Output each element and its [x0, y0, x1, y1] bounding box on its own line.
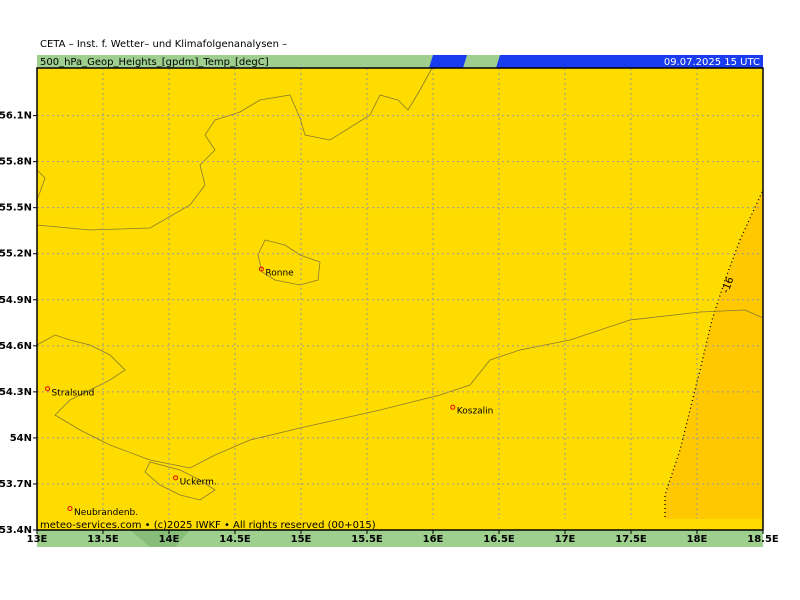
city-marker: [45, 386, 51, 392]
y-tick-label: 55.5N: [0, 203, 32, 214]
city-label: Ronne: [265, 269, 294, 279]
x-tick-label: 15E: [291, 534, 312, 545]
y-tick-label: 53.7N: [0, 479, 32, 490]
date-label: 09.07.2025 15 UTC: [664, 57, 760, 68]
y-tick-label: 54N: [10, 433, 32, 444]
y-tick-label: 54.3N: [0, 387, 32, 398]
y-tick-label: 54.9N: [0, 295, 32, 306]
city-marker: [450, 404, 456, 410]
coastline: [36, 67, 433, 231]
city-marker: [173, 475, 179, 481]
y-tick-label: 56.1N: [0, 111, 32, 122]
footer: meteo-services.com • (c)2025 IWKF • All …: [40, 520, 376, 531]
x-tick-label: 14.5E: [219, 534, 251, 545]
x-tick-label: 15.5E: [351, 534, 383, 545]
field-label: 500_hPa_Geop_Heights_[gpdm]_Temp_[degC]: [40, 57, 269, 68]
city-label: Neubrandenb.: [74, 508, 138, 518]
x-tick-label: 17.5E: [615, 534, 647, 545]
city-marker: [67, 506, 73, 512]
coastline: [36, 309, 764, 469]
city-label: Stralsund: [52, 388, 95, 398]
x-tick-label: 18.5E: [747, 534, 779, 545]
x-tick-label: 16.5E: [483, 534, 515, 545]
coastline: [257, 239, 321, 286]
header-title: CETA – Inst. f. Wetter– und Klimafolgena…: [40, 39, 287, 50]
color-bar-band: [496, 55, 763, 68]
y-tick-label: 53.4N: [0, 525, 32, 536]
y-tick-label: 54.6N: [0, 341, 32, 352]
x-tick-label: 14E: [159, 534, 180, 545]
color-bar-band: [429, 55, 467, 68]
city-marker: [258, 266, 264, 272]
city-label: Koszalin: [457, 407, 494, 417]
x-tick-label: 17E: [555, 534, 576, 545]
map-area: [37, 68, 763, 530]
x-tick-label: 16E: [423, 534, 444, 545]
map-frame: [36, 67, 764, 531]
axis-strip-patch: [130, 530, 190, 547]
axis-strip: [37, 530, 763, 547]
city-label: Uckerm.: [180, 477, 217, 487]
x-tick-label: 13.5E: [87, 534, 119, 545]
temp-region: [665, 190, 763, 530]
y-tick-label: 55.8N: [0, 157, 32, 168]
x-tick-label: 18E: [687, 534, 708, 545]
coastline: [144, 461, 216, 501]
y-tick-label: 55.2N: [0, 249, 32, 260]
x-tick-label: 13E: [27, 534, 48, 545]
contour-label: -16: [721, 276, 737, 295]
footer-band: [37, 519, 763, 530]
